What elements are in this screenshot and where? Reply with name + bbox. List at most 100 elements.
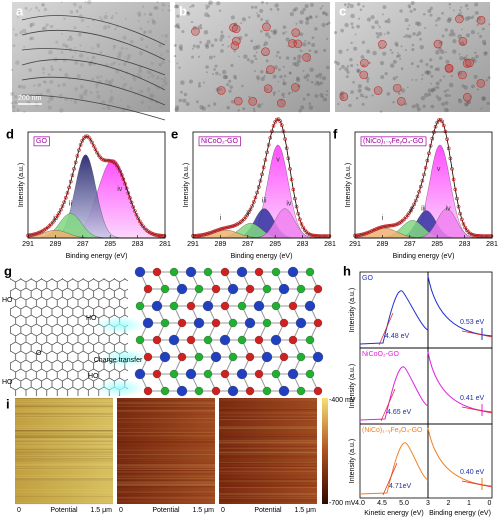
spectrum-point: [423, 165, 428, 170]
texture: [73, 46, 76, 49]
panel-label: c: [339, 3, 346, 18]
texture: [471, 57, 476, 62]
texture: [400, 88, 406, 93]
texture: [234, 76, 237, 80]
spectrum-point: [379, 225, 384, 229]
texture: [41, 67, 46, 71]
texture: [204, 43, 209, 48]
texture: [88, 62, 93, 67]
texture: [377, 24, 380, 27]
axis-label: Potential: [152, 507, 180, 514]
spectrum-point: [392, 223, 397, 227]
texture: [186, 12, 189, 14]
texture: [321, 76, 327, 81]
texture: [202, 81, 205, 84]
spectrum-point: [215, 228, 220, 232]
vb-curve: [427, 275, 493, 337]
texture: [155, 6, 159, 11]
texture: [138, 51, 143, 56]
y-axis-label: Intensity (a.u.): [349, 439, 356, 483]
texture: [234, 22, 238, 26]
texture: [41, 2, 45, 7]
spectrum-point: [382, 224, 387, 229]
texture: [378, 32, 383, 37]
spectrum-point: [286, 156, 291, 161]
atom: [262, 386, 272, 396]
texture: [263, 75, 266, 78]
texture: [476, 23, 479, 27]
texture: [111, 102, 114, 105]
texture: [321, 96, 324, 99]
texture: [285, 31, 288, 33]
peak-label: iv: [446, 205, 452, 212]
spectrum-point: [129, 200, 134, 205]
texture: [168, 60, 171, 63]
texture: [346, 48, 349, 52]
x-tick-label: 285: [431, 241, 443, 248]
spectrum-point: [307, 232, 312, 237]
spectrum-point: [433, 124, 438, 129]
texture: [465, 103, 469, 107]
atom: [305, 369, 315, 379]
texture: [458, 98, 461, 101]
plot-frame: [427, 423, 493, 499]
spectrum-point: [204, 232, 208, 236]
axis-label: 0: [221, 507, 225, 514]
texture: [154, 6, 157, 10]
texture: [42, 80, 46, 83]
texture: [406, 27, 410, 31]
spectrum-point: [162, 234, 167, 238]
texture: [261, 103, 264, 105]
spectrum-point: [123, 181, 127, 186]
spectrum-point: [137, 219, 142, 224]
spectrum-point: [31, 232, 35, 237]
panel-label: a: [16, 3, 24, 18]
texture: [315, 15, 318, 19]
texture: [315, 74, 320, 79]
texture: [37, 83, 42, 88]
spectrum-point: [293, 196, 297, 201]
texture: [264, 32, 270, 37]
atom: [142, 317, 154, 329]
texture: [167, 8, 171, 12]
texture: [274, 3, 279, 8]
texture: [241, 84, 244, 88]
atom: [210, 351, 222, 363]
texture: [304, 4, 309, 9]
texture: [325, 93, 328, 96]
spectrum-point: [384, 224, 389, 228]
peak-label: ii: [69, 201, 73, 208]
texture: [47, 73, 51, 76]
texture: [311, 43, 316, 48]
particle: [291, 83, 300, 92]
texture: [427, 88, 433, 93]
texture: [206, 71, 208, 74]
texture: [257, 103, 262, 109]
texture: [326, 23, 328, 26]
texture: [375, 32, 379, 35]
texture: [14, 33, 18, 37]
texture: [208, 2, 211, 5]
atom: [193, 317, 205, 329]
axis-label: Potential: [254, 507, 282, 514]
texture: [73, 99, 78, 104]
texture: [397, 92, 401, 95]
atom: [305, 335, 315, 345]
spectrum-point: [265, 150, 269, 155]
texture: [118, 63, 121, 66]
texture: [282, 31, 286, 35]
texture: [356, 2, 361, 6]
texture: [221, 43, 224, 47]
spectrum-point: [116, 166, 121, 170]
atom: [261, 351, 273, 363]
texture: [173, 43, 177, 47]
atom: [237, 335, 247, 345]
texture: [189, 5, 192, 8]
texture: [427, 73, 429, 76]
texture: [333, 60, 337, 64]
spectrum-point: [210, 230, 215, 234]
vbm-value: 0.41 eV: [460, 395, 484, 402]
texture: [407, 34, 412, 39]
spectrum-point: [225, 225, 230, 230]
texture: [68, 77, 71, 80]
